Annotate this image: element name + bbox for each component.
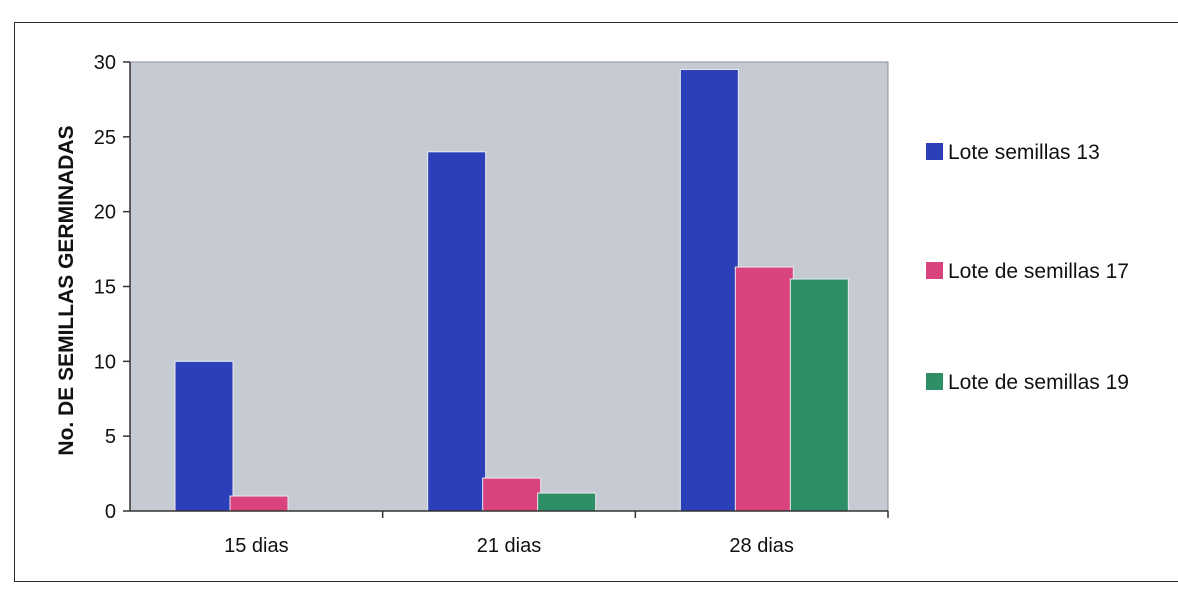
legend-label-3: Lote de semillas 19: [948, 371, 1129, 394]
legend: Lote semillas 13 Lote de semillas 17 Lote …: [926, 141, 1129, 394]
x-category-label: 15 dias: [224, 535, 289, 557]
legend-label-1: Lote semillas 13: [948, 141, 1100, 164]
y-tick-label: 15: [94, 277, 116, 299]
y-tick-label: 5: [105, 426, 116, 448]
y-tick-label: 30: [94, 52, 116, 74]
bar-lote-semillas-13-2: [679, 68, 739, 512]
legend-swatch-2: [926, 262, 943, 279]
bar-lote-de-semillas-19-1: [537, 492, 597, 512]
legend-label-2: Lote de semillas 17: [948, 260, 1129, 283]
y-tick-label: 20: [94, 202, 116, 224]
bar-lote-de-semillas-17-1: [482, 477, 542, 512]
x-category-label: 28 dias: [729, 535, 794, 557]
bar-lote-de-semillas-17-2: [734, 266, 794, 512]
bar-lote-semillas-13-0: [174, 360, 234, 512]
bar-lote-semillas-13-1: [427, 151, 487, 512]
bars-group: [174, 68, 849, 512]
legend-swatch-1: [926, 143, 943, 160]
chart-frame: [14, 22, 1178, 582]
x-ticks-group: 15 dias 21 dias 28 dias: [224, 511, 889, 557]
y-tick-label: 25: [94, 127, 116, 149]
y-axis-title: No. DE SEMILLAS GERMINADAS: [55, 125, 78, 455]
y-ticks-group: 0 5 10 15 20 25 30: [94, 52, 130, 523]
legend-swatch-3: [926, 373, 943, 390]
bar-lote-de-semillas-19-2: [789, 278, 849, 512]
x-category-label: 21 dias: [477, 535, 542, 557]
y-tick-label: 10: [94, 351, 116, 373]
y-tick-label: 0: [105, 501, 116, 523]
bar-lote-de-semillas-17-0: [229, 495, 289, 512]
